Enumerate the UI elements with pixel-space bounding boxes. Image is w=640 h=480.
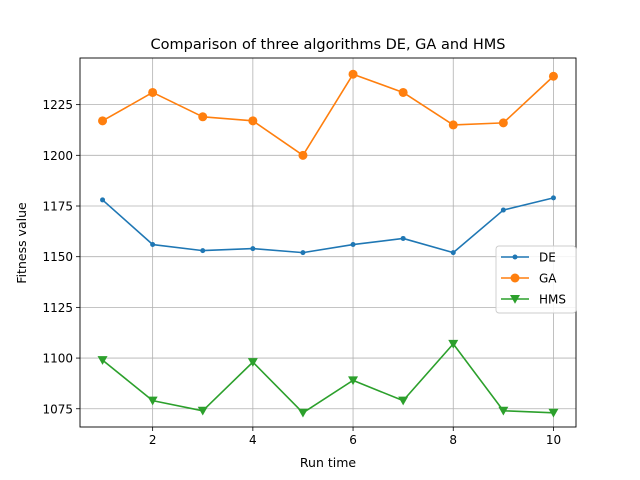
series-de-point [450,250,456,256]
y-axis-label: Fitness value [14,202,29,284]
x-tick-label: 10 [546,433,561,447]
series-hms-point [548,408,559,418]
y-tick-label: 1200 [42,149,73,163]
series-ga-point [548,71,558,81]
y-tick-label: 1225 [42,98,73,112]
series-de-point [250,246,256,252]
series-ga-point [448,120,458,130]
y-tick-label: 1075 [42,402,73,416]
series-ga-line [102,73,554,157]
series-de-point [200,248,206,254]
series-ga-point [498,118,508,128]
series-de-point [400,235,406,241]
series-de-point [550,195,556,201]
series-de-line [102,197,554,254]
series-hms-point [398,396,409,406]
y-tick-label: 1100 [42,352,73,366]
legend-label-hms: HMS [539,293,566,307]
series-ga-point [348,69,358,79]
y-tick-label: 1175 [42,200,73,214]
series-hms-point [197,406,208,416]
y-tick-label: 1150 [42,250,73,264]
plot-frame [79,57,577,428]
x-axis-label: Run time [300,455,356,470]
series-hms-point [97,356,108,365]
series-de-point [350,242,356,248]
legend-marker-hms [510,295,520,304]
legend: DE GA HMS [495,245,577,314]
series-hms-point [498,406,509,416]
legend-label-de: DE [539,251,556,265]
series-hms-point [448,339,459,349]
series-ga-point [148,87,158,97]
series-ga-point [398,87,408,97]
series-ga [98,69,558,160]
series-ga-point [298,150,308,160]
grid [80,58,576,427]
legend-label-ga: GA [539,272,557,286]
series-de-point [500,207,506,213]
axis-ticks: 2 4 6 8 10 1075 1100 1125 1150 1175 1200 1225 [42,98,561,447]
y-tick-label: 1125 [42,301,73,315]
series-hms-point [348,376,359,386]
x-tick-label: 2 [149,433,157,447]
series-hms-point [147,396,158,406]
series-hms-line [102,343,554,414]
x-tick-label: 6 [349,433,357,447]
legend-marker-de [512,254,518,260]
series-hms [97,339,559,418]
series-hms-point [297,408,308,418]
series-de-point [100,197,106,203]
series-ga-point [198,112,208,122]
series-layer [97,69,559,418]
series-ga-point [98,116,108,126]
series-de-point [300,250,306,256]
legend-marker-ga [510,273,520,283]
series-de [100,195,556,256]
chart-title: Comparison of three algorithms DE, GA an… [151,37,506,53]
series-de-point [150,242,156,248]
x-tick-label: 4 [249,433,257,447]
series-hms-point [247,358,258,367]
series-ga-point [248,116,258,126]
x-tick-label: 8 [449,433,457,447]
